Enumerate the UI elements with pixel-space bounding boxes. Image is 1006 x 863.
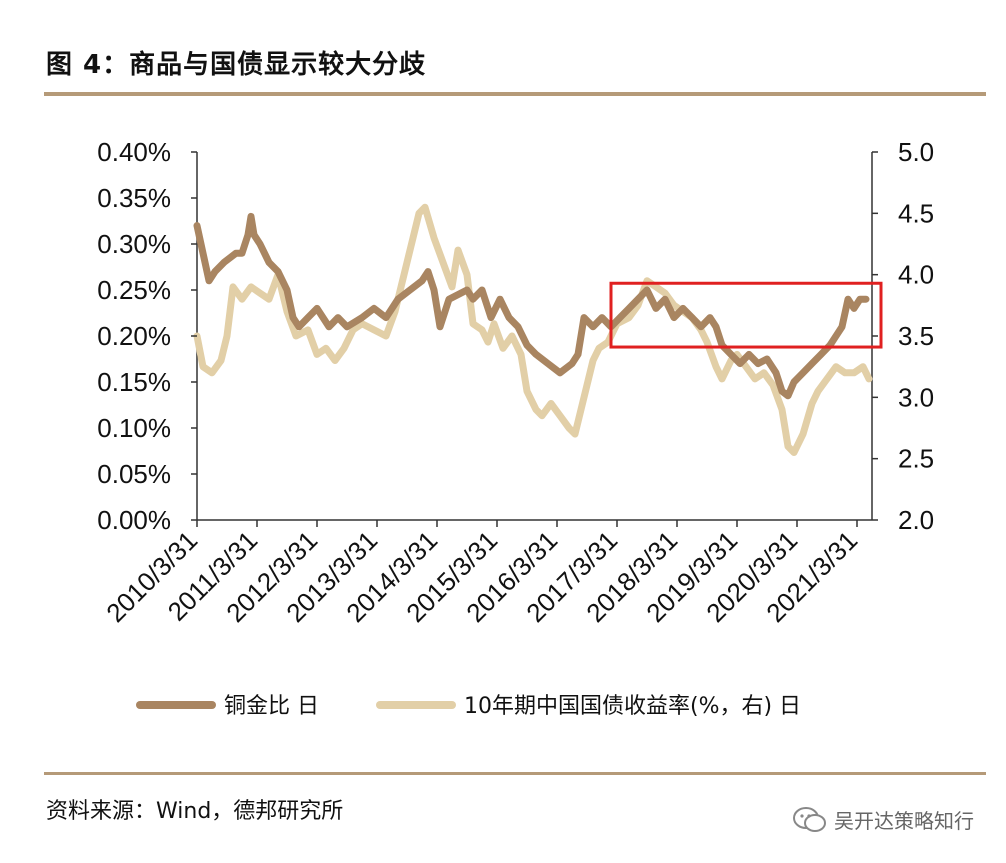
y-left-tick-label: 0.25% — [97, 275, 171, 305]
y-right-tick-label: 2.0 — [898, 505, 934, 535]
legend-item-copper-gold-label: 铜金比 日 — [224, 694, 319, 719]
title-rule — [44, 92, 986, 96]
page-title: 图 4：商品与国债显示较大分歧 — [46, 50, 427, 80]
y-left-tick-label: 0.00% — [97, 505, 171, 535]
y-left-tick-label: 0.30% — [97, 229, 171, 259]
y-left-tick-label: 0.35% — [97, 183, 171, 213]
axis-ticks: 0.00% 0.05% 0.10% 0.15% 0.20% 0.25% 0.30% 0.35%… — [97, 137, 934, 628]
y-left-tick-label: 0.20% — [97, 321, 171, 351]
y-left-tick-label: 0.10% — [97, 413, 171, 443]
series-line-copper-gold — [193, 212, 870, 400]
y-right-tick-label: 3.0 — [898, 382, 934, 412]
y-right-tick-label: 4.0 — [898, 260, 934, 290]
annotation — [609, 281, 883, 349]
source-note: 资料来源：Wind，德邦研究所 — [46, 799, 344, 824]
wechat-icon — [793, 806, 826, 832]
y-right-tick-label: 2.5 — [898, 444, 934, 474]
watermark: 吴开达策略知行 — [792, 805, 974, 834]
y-right-tick-label: 4.5 — [898, 198, 934, 228]
series-line-bond-yield — [193, 203, 873, 456]
legend-item-bond-yield-label: 10年期中国国债收益率(%，右) 日 — [464, 694, 801, 719]
y-right-tick-label: 3.5 — [898, 321, 934, 351]
y-right-tick-label: 5.0 — [898, 137, 934, 167]
series-lines — [193, 203, 873, 456]
footer-rule — [44, 772, 986, 775]
legend: 铜金比 日 10年期中国国债收益率(%，右) 日 — [136, 694, 801, 719]
y-left-tick-label: 0.40% — [97, 137, 171, 167]
y-left-tick-label: 0.05% — [97, 459, 171, 489]
watermark-text: 吴开达策略知行 — [834, 809, 974, 833]
highlight-rectangle — [609, 281, 883, 349]
y-left-tick-label: 0.15% — [97, 367, 171, 397]
